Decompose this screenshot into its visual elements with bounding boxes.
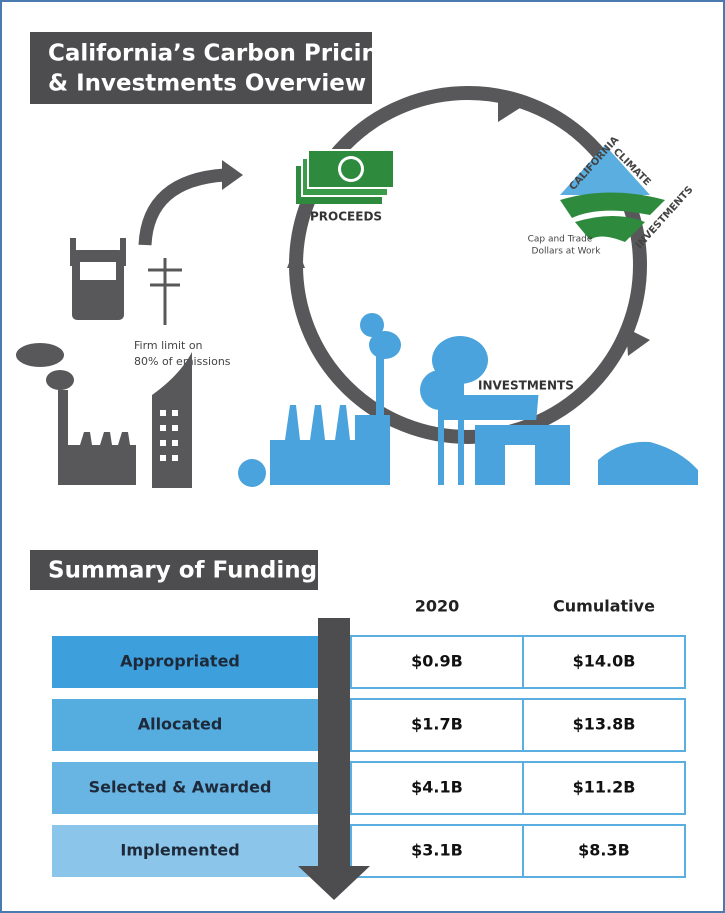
limit-label: Firm limit on [134,339,203,352]
value-cumulative: $11.2B [573,778,636,797]
column-header: Cumulative [553,597,655,616]
value-2020: $4.1B [411,778,463,797]
row-label: Allocated [138,715,223,734]
proceeds-label: PROCEEDS [310,210,382,224]
column-header: 2020 [415,597,460,616]
value-2020: $1.7B [411,715,463,734]
row-label: Selected & Awarded [89,778,272,797]
money-icon [296,150,394,204]
value-2020: $3.1B [411,841,463,860]
title-line: California’s Carbon Pricing [48,41,394,67]
value-2020: $0.9B [411,652,463,671]
truck-icon [70,238,126,320]
limit-label: 80% of emissions [134,355,231,368]
value-cumulative: $8.3B [578,841,630,860]
summary-title: Summary of Funding [48,558,317,584]
value-cumulative: $14.0B [573,652,636,671]
value-cumulative: $13.8B [573,715,636,734]
row-label: Implemented [120,841,239,860]
title-line: & Investments Overview [48,71,366,97]
row-label: Appropriated [120,652,240,671]
infographic: California’s Carbon Pricing & Investment… [0,0,725,913]
logo-tagline: Dollars at Work [532,247,602,257]
logo-tagline: Cap and Trade [528,235,593,245]
investments-label: INVESTMENTS [478,379,574,393]
